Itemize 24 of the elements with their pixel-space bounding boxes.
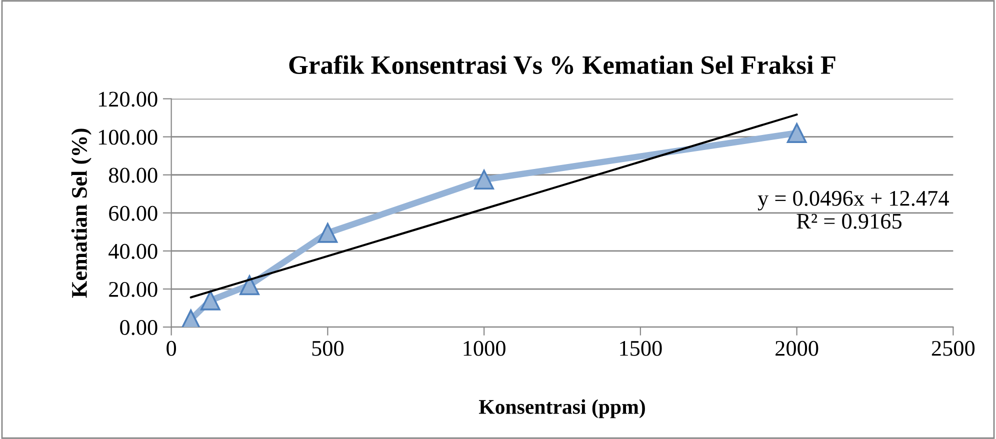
point <box>474 170 494 190</box>
x-tick-label: 0 <box>166 340 176 356</box>
x-tick-label: 1500 <box>620 340 662 356</box>
point <box>180 310 201 328</box>
point <box>200 290 220 310</box>
y-tick-label: 40.00 <box>108 244 158 259</box>
x-tick-label: 2000 <box>776 340 818 356</box>
annotation: R² = 0.9165 <box>796 214 902 229</box>
x-tick-label: 500 <box>312 340 344 356</box>
x-axis-title: Konsentrasi (ppm) <box>478 399 645 418</box>
y-tick-label: 20.00 <box>109 282 158 298</box>
x-tick-label: 2500 <box>932 340 975 356</box>
y-tick-label: 60.00 <box>109 206 158 221</box>
chart-title: Grafik Konsentrasi Vs % Kematian Sel Fraksi F <box>289 55 836 74</box>
annotation: y = 0.0496x + 12.474 <box>758 190 949 210</box>
y-tick-label: 120.00 <box>98 92 158 107</box>
y-tick-label: 80.00 <box>108 168 158 183</box>
point <box>318 222 338 243</box>
point <box>240 275 260 296</box>
y-axis-title: Kematian Sel (%) <box>71 128 92 298</box>
y-tick-label: 100.00 <box>98 130 158 145</box>
point <box>786 123 807 143</box>
x-tick-label: 1000 <box>464 340 506 356</box>
y-tick-label: 0.00 <box>120 320 158 336</box>
